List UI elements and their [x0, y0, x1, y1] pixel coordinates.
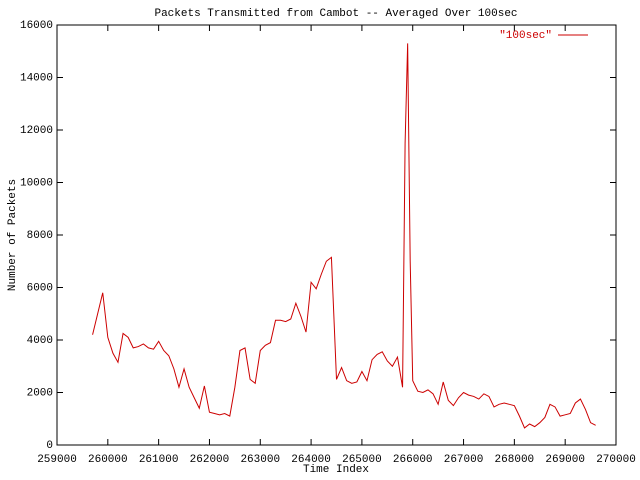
y-tick-label: 16000 — [20, 20, 53, 32]
x-tick-label: 261000 — [139, 454, 179, 466]
chart-title: Packets Transmitted from Cambot -- Avera… — [154, 8, 517, 20]
y-axis-label: Number of Packets — [7, 179, 19, 291]
x-tick-label: 269000 — [545, 454, 585, 466]
x-tick-label: 268000 — [495, 454, 535, 466]
x-axis-label: Time Index — [303, 464, 369, 476]
x-tick-label: 264000 — [291, 454, 331, 466]
x-tick-label: 260000 — [88, 454, 128, 466]
x-tick-label: 262000 — [190, 454, 230, 466]
data-line — [92, 43, 596, 429]
x-tick-label: 265000 — [342, 454, 382, 466]
y-tick-label: 6000 — [27, 282, 53, 294]
x-tick-label: 263000 — [240, 454, 280, 466]
y-tick-label: 0 — [46, 440, 53, 452]
x-tick-label: 270000 — [596, 454, 636, 466]
y-tick-label: 10000 — [20, 177, 53, 189]
y-tick-label: 4000 — [27, 335, 53, 347]
x-tick-label: 267000 — [444, 454, 484, 466]
x-tick-label: 259000 — [37, 454, 77, 466]
legend-label: "100sec" — [499, 30, 552, 42]
y-tick-label: 14000 — [20, 72, 53, 84]
y-tick-label: 12000 — [20, 125, 53, 137]
plot-border — [56, 24, 617, 446]
x-tick-label: 266000 — [393, 454, 433, 466]
y-tick-label: 8000 — [27, 230, 53, 242]
y-tick-label: 2000 — [27, 387, 53, 399]
